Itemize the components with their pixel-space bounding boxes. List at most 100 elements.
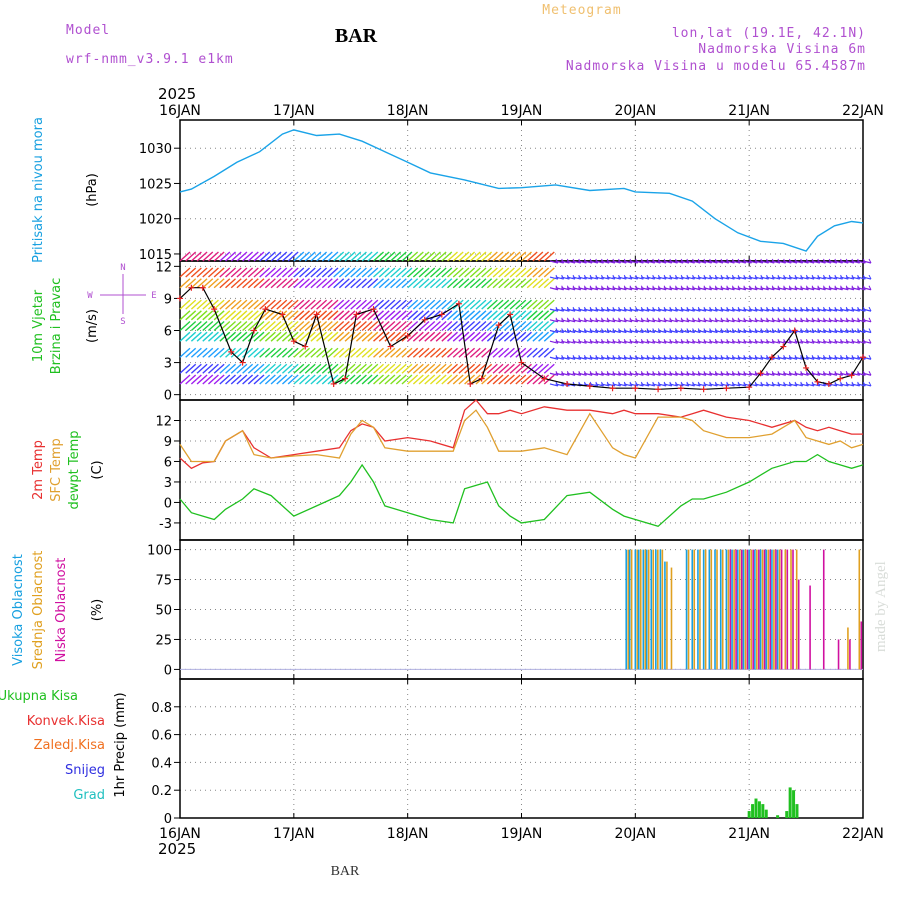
wind-barb: [578, 308, 587, 312]
wind-barb: [384, 374, 396, 385]
wind-barb: [190, 374, 202, 385]
wind-barb: [287, 299, 299, 310]
wind-barb: [441, 347, 453, 358]
wind-barb: [589, 356, 598, 360]
wind-barb: [310, 374, 322, 385]
wind-barb: [486, 251, 498, 262]
wind-barb: [686, 340, 695, 344]
wind-barb: [469, 347, 481, 358]
wind-barb: [788, 308, 798, 312]
wind-barb: [640, 340, 650, 344]
x-tick-label-top: 17JAN: [273, 103, 315, 119]
wind-barb: [766, 319, 775, 323]
wind-barb: [373, 267, 384, 278]
wind-barb: [230, 363, 242, 374]
wind-barb: [287, 331, 299, 342]
wind-barb: [219, 251, 231, 262]
wind-barb: [264, 320, 276, 332]
wind-barb: [373, 331, 384, 342]
wind-barb: [731, 340, 741, 344]
wind-barb: [840, 319, 849, 323]
wind-barb: [276, 347, 288, 358]
wind-barb: [264, 331, 276, 342]
wind-barb: [498, 363, 510, 374]
wind-barb: [219, 310, 231, 321]
wind-barb: [646, 372, 655, 376]
precip-bar: [785, 811, 789, 818]
wind-barb: [242, 363, 254, 374]
wind-barb: [754, 276, 764, 280]
wind-barb: [492, 374, 504, 385]
wind-barb: [481, 331, 493, 342]
wind-barb: [367, 331, 379, 342]
wind-barb: [834, 356, 843, 360]
wind-barb: [378, 347, 390, 358]
wind-barb: [441, 320, 453, 332]
wind-barb: [435, 278, 447, 289]
wind-barb: [373, 299, 384, 310]
wind-barb: [771, 372, 781, 376]
wind-barb: [293, 331, 305, 342]
wind-barb: [720, 340, 729, 344]
wind-barb: [219, 363, 231, 374]
wind-barb: [726, 372, 735, 376]
wind-barb: [429, 251, 441, 262]
wind-barb: [179, 299, 191, 310]
wind-barb: [800, 308, 809, 312]
wind-barb: [709, 372, 718, 376]
wind-barb: [390, 267, 402, 278]
wind-barb: [686, 372, 695, 376]
wind-barb: [703, 319, 712, 323]
y-tick-label: 0.4: [151, 756, 172, 771]
wind-barb: [390, 320, 402, 332]
wind-barb: [572, 276, 581, 280]
wind-barb: [743, 308, 752, 312]
wind-barb: [845, 276, 855, 280]
wind-barb: [287, 310, 299, 321]
wind-barb: [561, 287, 570, 291]
wind-barb: [521, 251, 532, 262]
wind-barb: [179, 320, 191, 332]
wind-barb: [578, 372, 587, 376]
wind-barb: [264, 347, 276, 358]
wind-barb: [788, 260, 798, 264]
wind-barb: [589, 372, 598, 376]
wind-barb: [561, 329, 570, 334]
wind-barb: [236, 278, 248, 289]
y-tick-label: 1020: [139, 213, 172, 228]
wind-barb: [629, 276, 638, 280]
wind-barb: [515, 251, 527, 262]
wind-barb: [857, 287, 866, 291]
wind-barb: [549, 260, 559, 264]
wind-barb: [464, 251, 476, 262]
wind-barb: [697, 340, 707, 344]
wind-barb: [640, 383, 650, 387]
wind-speed-marker: [177, 295, 183, 302]
wind-barb: [532, 310, 544, 321]
wind-barb: [259, 299, 271, 310]
wind-barb: [503, 320, 515, 332]
wind-barb: [532, 331, 544, 342]
wind-barb: [771, 260, 781, 264]
pressure-ylabel: Pritisak na nivou mora: [31, 117, 46, 263]
wind-barb: [601, 329, 610, 334]
wind-barb: [213, 363, 225, 374]
wind-barb: [441, 374, 453, 385]
wind-barb: [424, 251, 436, 262]
wind-barb: [230, 278, 242, 289]
wind-barb: [800, 340, 809, 344]
wind-barb: [424, 278, 436, 289]
wind-barb: [253, 310, 265, 321]
wind-barb: [726, 308, 735, 312]
wind-barb: [783, 308, 792, 312]
wind-barb: [857, 276, 866, 280]
wind-barb: [225, 267, 237, 278]
wind-barb: [247, 320, 259, 332]
wind-barb: [714, 276, 724, 280]
wind-barb: [355, 320, 367, 332]
wind-barb: [754, 287, 764, 291]
wind-barb: [259, 310, 271, 321]
wind-barb: [429, 278, 441, 289]
wind-barb: [726, 287, 735, 291]
